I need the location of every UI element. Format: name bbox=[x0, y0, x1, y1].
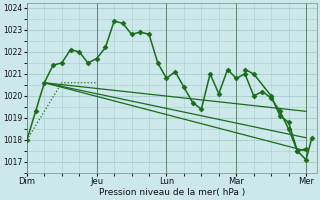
X-axis label: Pression niveau de la mer( hPa ): Pression niveau de la mer( hPa ) bbox=[99, 188, 245, 197]
